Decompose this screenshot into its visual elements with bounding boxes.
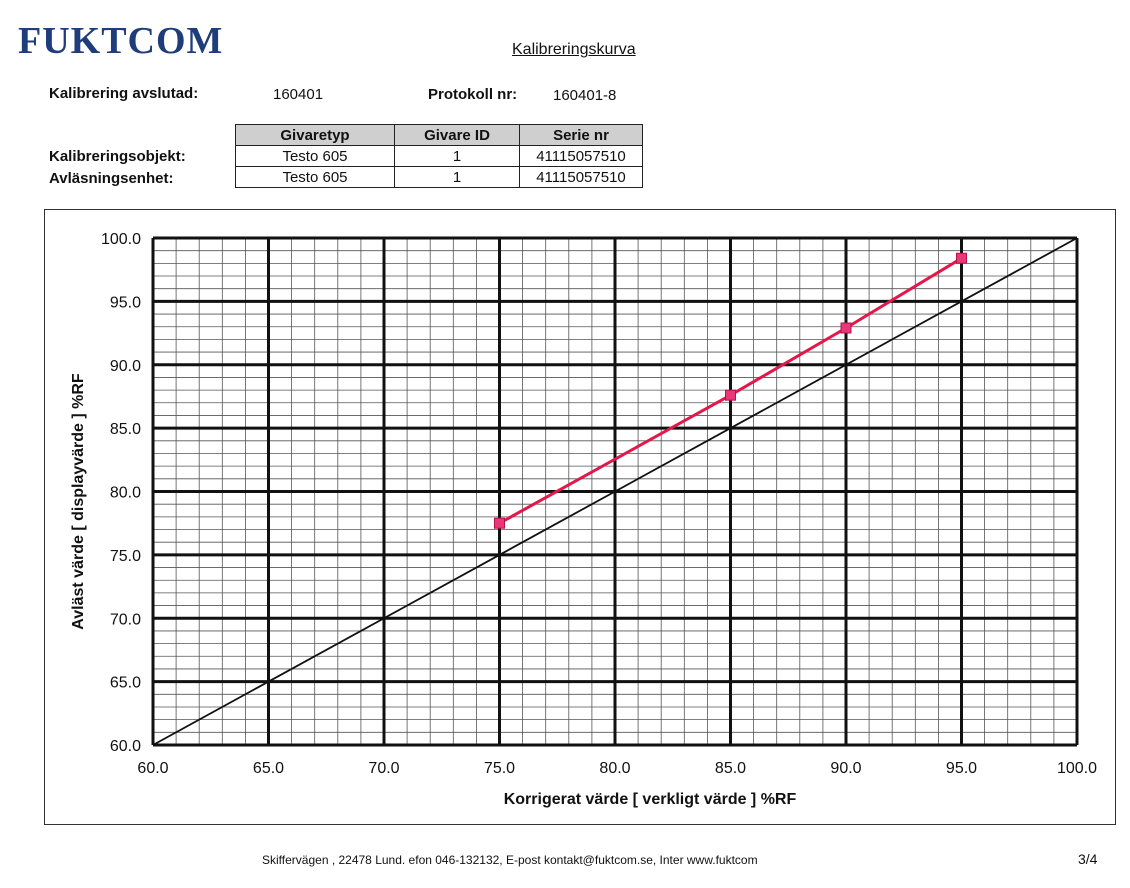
y-tick-label: 100.0 — [101, 231, 141, 248]
y-tick-label: 60.0 — [110, 738, 141, 755]
col-header-serial: Serie nr — [519, 124, 643, 146]
cell-serial: 41115057510 — [519, 166, 643, 188]
col-header-id: Givare ID — [394, 124, 520, 146]
completed-label: Kalibrering avslutad: — [49, 85, 199, 102]
table-header-row: Givaretyp Givare ID Serie nr — [235, 124, 643, 146]
table-row: Testo 605 1 41115057510 — [235, 145, 643, 167]
y-tick-label: 95.0 — [110, 294, 141, 311]
reference-line — [152, 237, 1078, 746]
x-tick-label: 65.0 — [253, 760, 284, 777]
cell-id: 1 — [394, 145, 520, 167]
protocol-label: Protokoll nr: — [428, 86, 518, 103]
x-tick-label: 80.0 — [599, 760, 630, 777]
chart-frame: 60.0 65.0 70.0 75.0 80.0 85.0 90.0 95.0 100.0 100… — [44, 209, 1116, 825]
x-tick-label: 90.0 — [830, 760, 861, 777]
row-label-object: Kalibreringsobjekt: — [49, 148, 186, 165]
y-tick-label: 90.0 — [110, 358, 141, 375]
x-tick-label: 100.0 — [1057, 760, 1097, 777]
y-tick-label: 75.0 — [110, 548, 141, 565]
completed-value: 160401 — [273, 86, 324, 103]
y-tick-label: 65.0 — [110, 675, 141, 692]
x-tick-label: 60.0 — [137, 760, 168, 777]
data-point — [956, 252, 967, 264]
data-point — [725, 389, 736, 401]
y-axis-label: Avläst värde [ displayvärde ] %RF — [70, 373, 87, 630]
cell-type: Testo 605 — [235, 166, 395, 188]
page-number: 3/4 — [1078, 851, 1098, 867]
row-label-reader: Avläsningsenhet: — [49, 170, 174, 187]
y-tick-label: 80.0 — [110, 485, 141, 502]
footer-address: Skiffervägen , 22478 Lund. efon 046-1321… — [262, 853, 758, 867]
x-tick-label: 85.0 — [715, 760, 746, 777]
y-tick-label: 70.0 — [110, 611, 141, 628]
cell-type: Testo 605 — [235, 145, 395, 167]
data-point — [840, 322, 852, 334]
x-axis-label: Korrigerat värde [ verkligt värde ] %RF — [504, 791, 797, 808]
data-point — [494, 517, 505, 529]
y-tick-label: 85.0 — [110, 421, 141, 438]
document-title: Kalibreringskurva — [512, 41, 636, 58]
col-header-type: Givaretyp — [235, 124, 395, 146]
x-tick-label: 95.0 — [946, 760, 977, 777]
calibration-chart: 60.0 65.0 70.0 75.0 80.0 85.0 90.0 95.0 100.0 100… — [70, 231, 1097, 808]
sensor-table: Givaretyp Givare ID Serie nr Testo 605 1… — [235, 124, 643, 188]
cell-id: 1 — [394, 166, 520, 188]
company-logo: FUKTCOM — [18, 20, 224, 62]
calibration-series-line — [498, 256, 963, 525]
x-tick-label: 75.0 — [484, 760, 515, 777]
table-row: Testo 605 1 41115057510 — [235, 166, 643, 188]
protocol-value: 160401-8 — [553, 87, 617, 104]
cell-serial: 41115057510 — [519, 145, 643, 167]
x-tick-label: 70.0 — [368, 760, 399, 777]
